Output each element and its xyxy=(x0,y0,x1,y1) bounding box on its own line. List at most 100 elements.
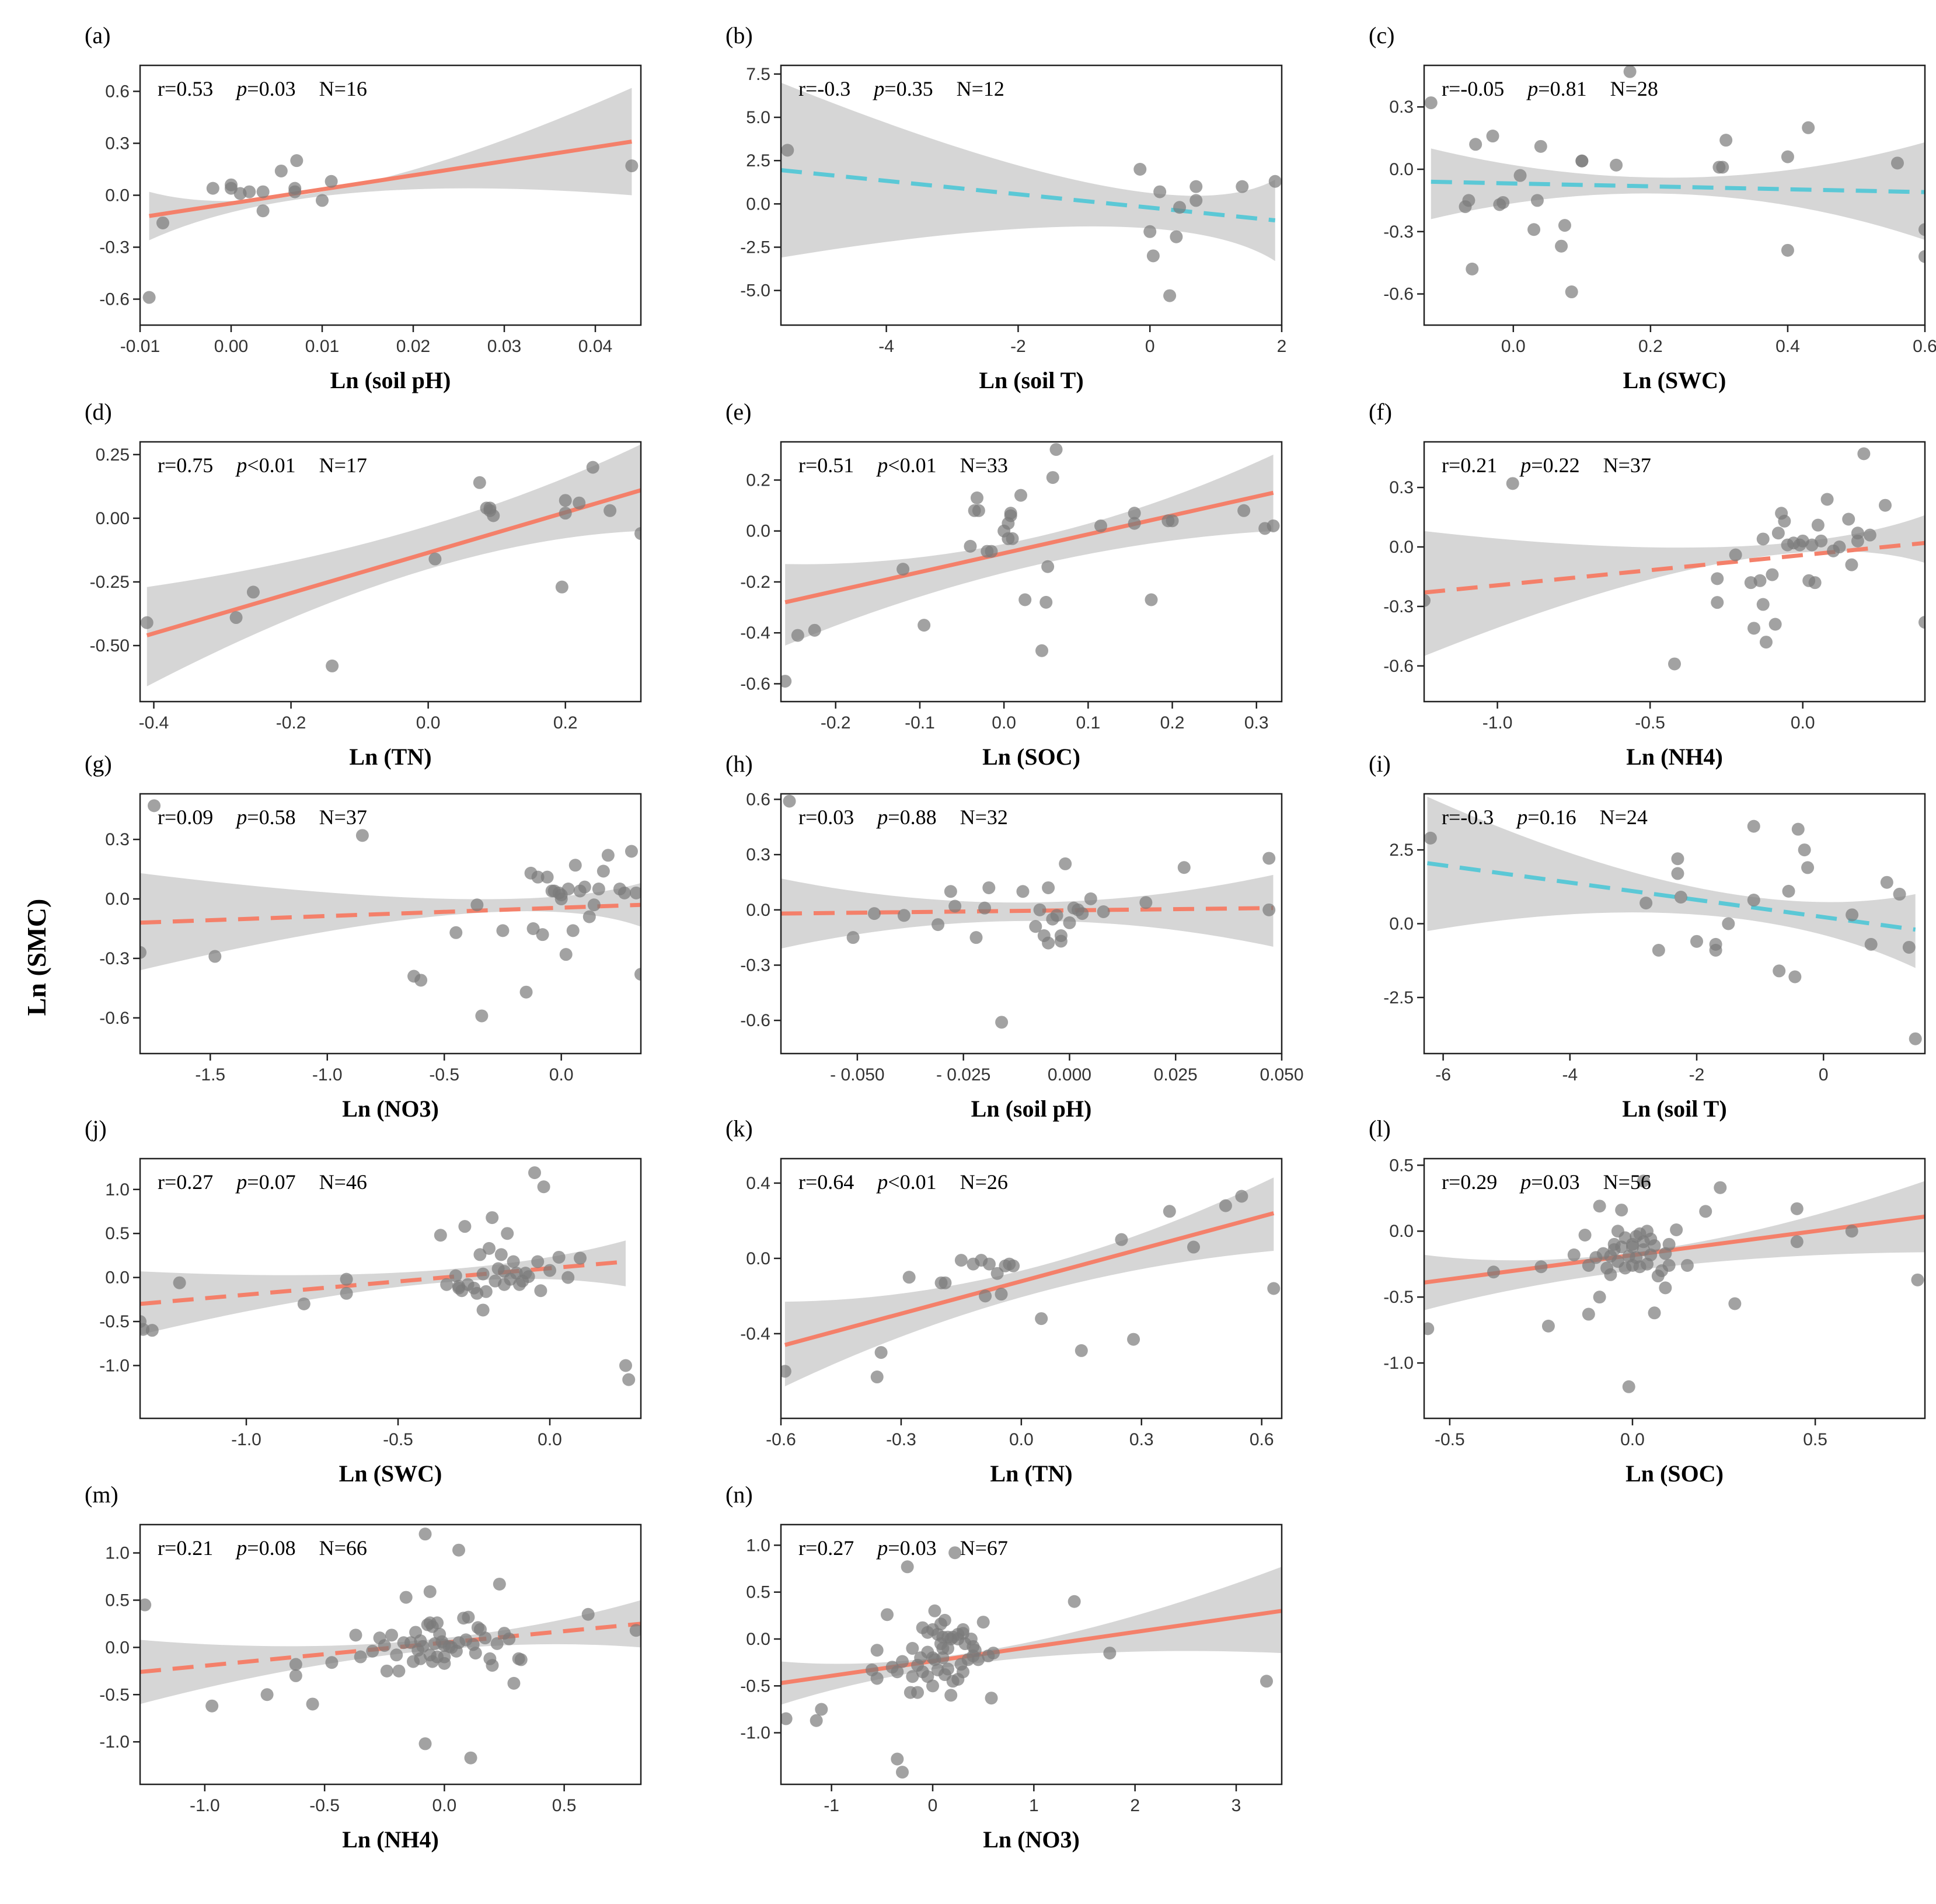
data-point xyxy=(260,1688,274,1701)
data-point xyxy=(1659,1281,1672,1295)
x-tick-label: 3 xyxy=(1232,1796,1241,1815)
confidence-band xyxy=(140,873,641,971)
data-point xyxy=(1219,1199,1232,1212)
data-point xyxy=(458,1220,472,1233)
stat-r: r=0.51 xyxy=(798,454,854,477)
y-tick-label: 0.3 xyxy=(1389,97,1414,117)
data-point xyxy=(1909,1032,1922,1045)
x-tick-label: -6 xyxy=(1435,1065,1451,1084)
plot-frame xyxy=(139,441,642,703)
panel-f: -1.0 -0.5 0.0 0.3 0.0 -0.3 -0.6 (f) r=0.21 p=0.22… xyxy=(1369,399,1926,770)
panel-letter: (m) xyxy=(85,1481,118,1508)
y-tick-label: 0.0 xyxy=(746,1630,770,1649)
x-tick-label: 0.3 xyxy=(1129,1430,1154,1449)
data-point xyxy=(1668,657,1681,671)
data-point xyxy=(978,901,992,915)
data-point xyxy=(918,619,931,632)
x-tick-label: 0 xyxy=(928,1796,938,1815)
panel-n: -1 0 1 2 3 1.0 0.5 0.0 -0.5 -1.0 (n) r=0.27 p=0.03 N=… xyxy=(725,1481,1283,1853)
data-point xyxy=(1918,250,1925,263)
data-point xyxy=(399,1591,413,1604)
confidence-band xyxy=(140,1600,641,1704)
trend-line xyxy=(784,490,1274,605)
data-point xyxy=(1527,223,1541,236)
x-tick-label: -0.2 xyxy=(276,713,306,733)
data-point xyxy=(1094,519,1107,532)
data-point xyxy=(1878,498,1892,512)
data-point xyxy=(205,1699,219,1713)
x-tick-label: -0.5 xyxy=(429,1065,459,1084)
panel-l: -0.5 0.0 0.5 0.5 0.0 -0.5 -1.0 (l) r=0.29 p=0.03 N… xyxy=(1369,1115,1926,1487)
data-point xyxy=(629,886,641,899)
y-tick-label: -1.0 xyxy=(740,1724,770,1743)
x-axis-label: Ln (TN) xyxy=(349,744,431,770)
data-point xyxy=(507,1676,521,1690)
data-point xyxy=(1139,896,1153,909)
y-tick-label: -0.5 xyxy=(99,1312,130,1331)
data-point xyxy=(781,1712,793,1725)
x-tick-label: -1.0 xyxy=(231,1430,261,1449)
data-point xyxy=(781,144,794,157)
stat-p-symbol: p xyxy=(235,805,247,829)
y-tick-label: -0.5 xyxy=(740,1676,770,1696)
y-tick-label: 0.0 xyxy=(1389,1222,1414,1241)
data-point xyxy=(957,1665,969,1679)
stats-label: r=0.27 p=0.07 N=46 xyxy=(158,1170,367,1194)
data-point xyxy=(1637,1174,1650,1188)
data-point xyxy=(1781,243,1794,257)
data-point xyxy=(1567,1248,1581,1261)
data-point xyxy=(559,507,572,520)
x-axis-label: Ln (NH4) xyxy=(1626,744,1723,770)
panel-letter: (k) xyxy=(725,1115,753,1142)
data-point xyxy=(625,159,639,173)
data-point xyxy=(902,1271,916,1284)
data-point xyxy=(1035,1312,1048,1326)
data-point xyxy=(414,974,428,987)
data-point xyxy=(982,881,996,894)
y-tick-label: 0.5 xyxy=(1389,1156,1414,1175)
data-point xyxy=(1662,1258,1676,1272)
data-point xyxy=(1782,884,1795,898)
data-point xyxy=(423,1585,437,1598)
stats-label: r=-0.3 p=0.35 N=12 xyxy=(798,77,1004,100)
x-tick-label: 0.025 xyxy=(1154,1065,1198,1084)
data-point xyxy=(592,883,605,896)
data-point xyxy=(1880,876,1893,889)
stat-p-value: =0.35 xyxy=(884,77,933,100)
data-point xyxy=(290,154,304,168)
stats-label: r=0.21 p=0.22 N=37 xyxy=(1442,454,1651,477)
data-point xyxy=(1729,548,1742,562)
x-tick-label: 0.2 xyxy=(553,713,578,733)
data-point xyxy=(325,175,338,188)
x-tick-label: -0.01 xyxy=(120,337,160,356)
data-point xyxy=(1146,249,1160,263)
data-point xyxy=(1268,175,1282,188)
data-point xyxy=(948,1546,962,1560)
panel-letter: (l) xyxy=(1369,1115,1391,1142)
data-point xyxy=(1690,934,1704,948)
data-point xyxy=(568,859,582,872)
x-axis-label: Ln (SOC) xyxy=(1625,1460,1724,1487)
data-point xyxy=(559,494,572,507)
data-point xyxy=(578,880,591,894)
data-point xyxy=(618,886,631,899)
data-point xyxy=(473,476,486,489)
plot-frame xyxy=(1423,64,1926,326)
data-point xyxy=(1014,489,1027,502)
data-point xyxy=(1610,158,1623,172)
data-point xyxy=(1593,1291,1606,1304)
panel-letter: (n) xyxy=(725,1481,753,1508)
data-point xyxy=(1671,867,1684,880)
x-axis-label: Ln (NO3) xyxy=(983,1826,1080,1853)
y-tick-label: 0.0 xyxy=(746,194,770,214)
y-tick-label: -1.0 xyxy=(99,1356,130,1375)
x-tick-label: -0.2 xyxy=(821,713,851,733)
stat-p-value: =0.81 xyxy=(1538,77,1586,100)
trend-line xyxy=(780,168,1276,222)
data-point xyxy=(634,968,641,981)
data-point xyxy=(528,1166,541,1180)
data-point xyxy=(1235,1190,1248,1203)
plot-frame xyxy=(1423,441,1926,703)
data-point xyxy=(897,563,910,576)
y-tick-label: 1.0 xyxy=(105,1180,130,1199)
